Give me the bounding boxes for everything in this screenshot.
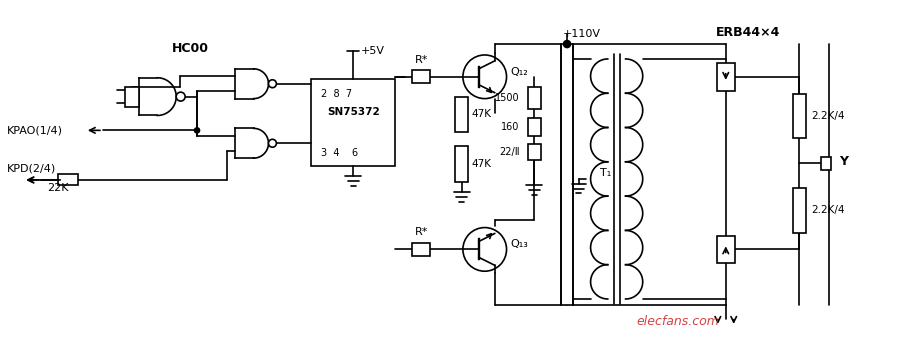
Bar [561,44,573,305]
Bar [717,236,734,263]
Text: 2.2K/4: 2.2K/4 [811,205,844,215]
Circle shape [194,128,200,133]
Text: 47K: 47K [472,110,491,119]
Bar [528,87,541,109]
Text: +110V: +110V [563,29,601,39]
Text: +5V: +5V [361,46,385,56]
Bar [793,188,806,232]
Text: HC00: HC00 [172,42,209,55]
Text: 22K: 22K [48,183,69,193]
Bar [821,157,831,169]
Text: 47K: 47K [472,159,491,169]
Bar [455,97,468,132]
Bar [58,174,78,185]
Bar [311,79,395,166]
Text: Y: Y [839,155,848,168]
Circle shape [176,92,185,101]
Text: R*: R* [415,55,428,65]
Text: R*: R* [415,228,428,237]
Circle shape [268,80,276,88]
Text: Q₁₂: Q₁₂ [510,67,528,77]
Text: elecfans.com: elecfans.com [636,315,720,328]
Bar [412,70,430,83]
Bar [455,146,468,182]
Bar [412,243,430,256]
Text: KPAO(1/4): KPAO(1/4) [6,125,63,135]
Circle shape [463,228,507,271]
Text: 160: 160 [501,122,519,132]
Text: T₁: T₁ [600,168,611,178]
Text: 22/Ⅱ: 22/Ⅱ [499,147,519,157]
Bar [717,63,734,91]
Circle shape [563,41,571,48]
Bar [124,87,139,106]
Text: SN75372: SN75372 [327,108,380,118]
Bar [528,144,541,160]
Bar [528,118,541,136]
Text: 2.2K/4: 2.2K/4 [811,111,844,121]
Text: 1500: 1500 [495,93,519,103]
Text: Q₁₃: Q₁₃ [510,239,528,250]
Circle shape [463,55,507,98]
Bar [793,94,806,138]
Text: 2  8  7: 2 8 7 [321,89,352,98]
Text: KPD(2/4): KPD(2/4) [6,163,56,173]
Circle shape [268,139,276,147]
Text: 3  4    6: 3 4 6 [321,148,358,158]
Text: ERB44×4: ERB44×4 [716,26,779,39]
